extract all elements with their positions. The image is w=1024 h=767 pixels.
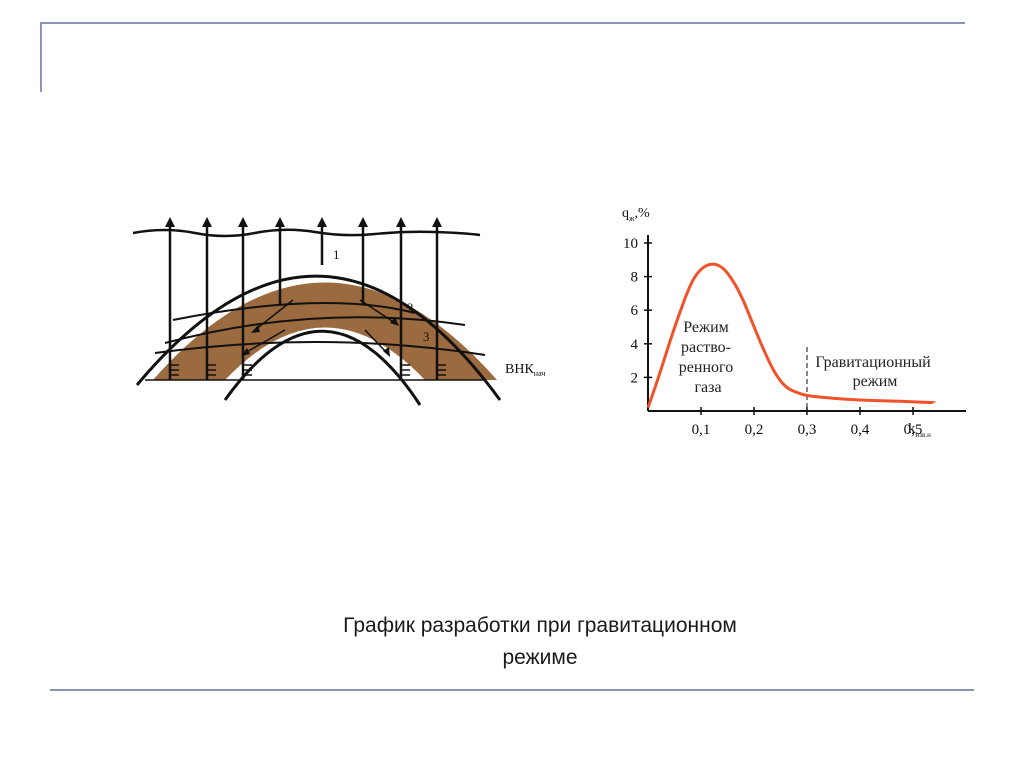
y-tick-label: 8: [631, 270, 639, 286]
dome-top-boundary: [135, 274, 502, 401]
x-tick-label: 0,3: [798, 422, 817, 438]
x-axis-label: kизв.н: [908, 421, 931, 439]
flow-arrowheads: [241, 317, 399, 357]
caption-line-2: режиме: [502, 646, 578, 669]
dome-bottom-boundary: [223, 329, 422, 406]
y-tick-label: 10: [623, 236, 638, 252]
slide-caption: График разработки при гравитационном реж…: [240, 610, 840, 674]
flow-arrows: [244, 299, 396, 354]
x-tick-label: 0,4: [851, 422, 870, 438]
reservoir-diagram: 1 2 3 ВНКнач: [132, 217, 545, 406]
layer-lines: [154, 302, 486, 356]
caption-line-1: График разработки при гравитационном: [343, 614, 737, 637]
x-tick-label: 0,2: [745, 422, 764, 438]
slide-top-border: [42, 22, 965, 24]
y-tick-label: 2: [631, 370, 639, 386]
production-chart: qж,% kизв.н 2 4 6 8 10 0,1 0,2 0,3 0,4 0,5 Режим…: [622, 206, 966, 439]
x-tick-label: 0,5: [904, 422, 923, 438]
y-tick-label: 6: [631, 303, 639, 319]
y-axis-label: qж,%: [622, 206, 650, 223]
slide-bottom-border: [50, 689, 974, 691]
annotation-gravity-regime: Гравитационный режим: [815, 354, 934, 390]
x-ticks: 0,1 0,2 0,3 0,4 0,5: [692, 407, 923, 438]
annotation-dissolved-gas: Режим раство- ренного газа: [679, 319, 737, 396]
diagram-label-1: 1: [333, 247, 340, 262]
perforation-marks: [170, 364, 446, 376]
surface-line: [132, 228, 481, 238]
y-tick-label: 4: [631, 337, 639, 353]
diagram-label-3: 3: [423, 329, 430, 344]
production-curve: [646, 262, 935, 409]
diagram-label-2: 2: [407, 300, 414, 315]
slide-left-border: [40, 22, 42, 92]
wnk-label: ВНКнач: [505, 362, 545, 378]
well-arrows: [165, 217, 442, 227]
x-tick-label: 0,1: [692, 422, 711, 438]
y-ticks: 2 4 6 8 10: [623, 236, 652, 386]
